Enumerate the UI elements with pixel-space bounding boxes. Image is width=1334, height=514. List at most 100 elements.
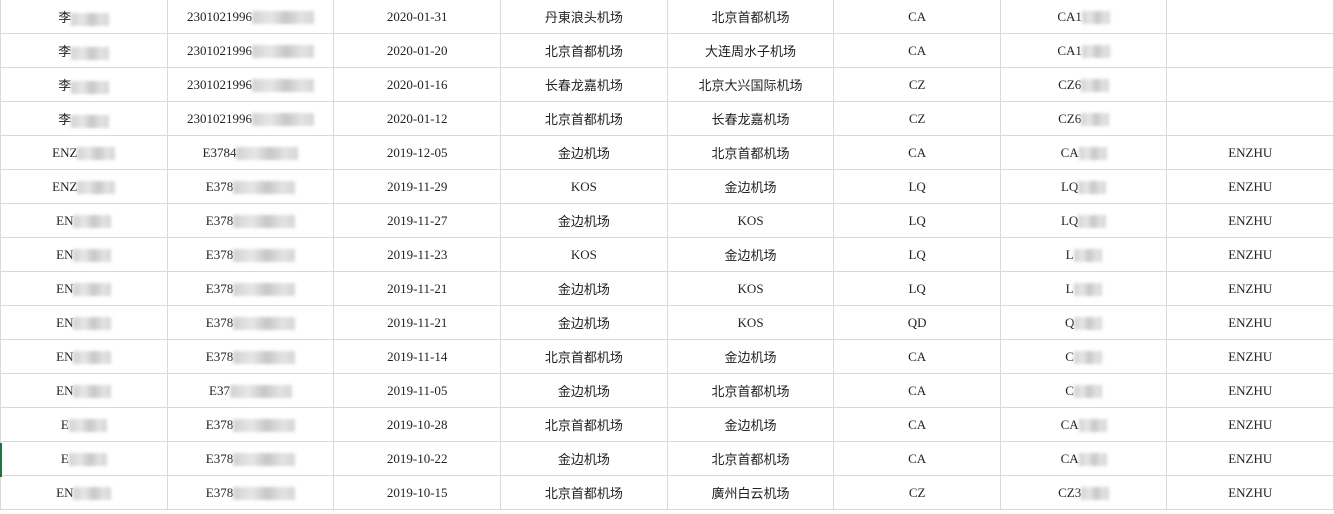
cell-to[interactable]: 金边机场: [666, 339, 835, 374]
cell-id[interactable]: E378: [166, 237, 335, 272]
cell-id[interactable]: E378: [166, 407, 335, 442]
cell-pax[interactable]: [1166, 67, 1334, 102]
cell-to[interactable]: 北京首都机场: [666, 0, 835, 34]
cell-name[interactable]: E: [0, 407, 168, 442]
cell-to[interactable]: 廣州白云机场: [666, 475, 835, 510]
cell-name[interactable]: EN: [0, 305, 168, 340]
cell-from[interactable]: 北京首都机场: [500, 339, 668, 374]
cell-pax[interactable]: ENZHU: [1166, 237, 1334, 272]
cell-name[interactable]: 李: [0, 67, 168, 102]
cell-flight[interactable]: CA1: [999, 33, 1168, 68]
cell-from[interactable]: 北京首都机场: [500, 407, 668, 442]
cell-pax[interactable]: ENZHU: [1166, 475, 1334, 510]
cell-date[interactable]: 2019-11-21: [333, 305, 502, 340]
cell-airline[interactable]: CZ: [833, 101, 1001, 136]
cell-from[interactable]: 长春龙嘉机场: [500, 67, 668, 102]
cell-id[interactable]: E378: [166, 169, 335, 204]
cell-airline[interactable]: CZ: [833, 475, 1001, 510]
cell-from[interactable]: KOS: [500, 237, 668, 272]
cell-flight[interactable]: CA1: [999, 0, 1168, 34]
cell-from[interactable]: 北京首都机场: [500, 33, 668, 68]
cell-flight[interactable]: LQ: [999, 169, 1168, 204]
cell-airline[interactable]: CZ: [833, 67, 1001, 102]
cell-flight[interactable]: CZ3: [999, 475, 1168, 510]
cell-id[interactable]: E378: [166, 203, 335, 238]
cell-airline[interactable]: LQ: [833, 169, 1001, 204]
cell-id[interactable]: 2301021996: [166, 0, 335, 34]
cell-airline[interactable]: CA: [833, 373, 1001, 408]
cell-id[interactable]: E378: [166, 305, 335, 340]
cell-airline[interactable]: CA: [833, 407, 1001, 442]
cell-date[interactable]: 2019-11-14: [333, 339, 502, 374]
cell-pax[interactable]: ENZHU: [1166, 373, 1334, 408]
cell-name[interactable]: EN: [0, 339, 168, 374]
cell-pax[interactable]: ENZHU: [1166, 169, 1334, 204]
cell-airline[interactable]: CA: [833, 339, 1001, 374]
cell-name[interactable]: ENZ: [0, 169, 168, 204]
cell-id[interactable]: 2301021996: [166, 101, 335, 136]
cell-airline[interactable]: CA: [833, 135, 1001, 170]
cell-date[interactable]: 2020-01-16: [333, 67, 502, 102]
cell-name[interactable]: EN: [0, 237, 168, 272]
cell-name[interactable]: ENZ: [0, 135, 168, 170]
cell-pax[interactable]: [1166, 0, 1334, 34]
cell-pax[interactable]: ENZHU: [1166, 339, 1334, 374]
cell-flight[interactable]: Q: [999, 305, 1168, 340]
cell-date[interactable]: 2019-11-23: [333, 237, 502, 272]
cell-to[interactable]: 金边机场: [666, 407, 835, 442]
cell-id[interactable]: 2301021996: [166, 67, 335, 102]
cell-from[interactable]: 北京首都机场: [500, 101, 668, 136]
cell-flight[interactable]: CZ6: [999, 101, 1168, 136]
cell-airline[interactable]: CA: [833, 33, 1001, 68]
cell-date[interactable]: 2019-10-22: [333, 441, 502, 476]
cell-date[interactable]: 2019-10-15: [333, 475, 502, 510]
cell-flight[interactable]: L: [999, 271, 1168, 306]
cell-name[interactable]: EN: [0, 203, 168, 238]
cell-to[interactable]: 北京首都机场: [666, 441, 835, 476]
cell-flight[interactable]: C: [999, 373, 1168, 408]
cell-name[interactable]: EN: [0, 373, 168, 408]
cell-to[interactable]: KOS: [666, 305, 835, 340]
cell-from[interactable]: KOS: [500, 169, 668, 204]
cell-pax[interactable]: ENZHU: [1166, 305, 1334, 340]
cell-from[interactable]: 丹東浪头机场: [500, 0, 668, 34]
cell-to[interactable]: 金边机场: [666, 237, 835, 272]
cell-to[interactable]: KOS: [666, 203, 835, 238]
cell-name[interactable]: EN: [0, 475, 168, 510]
cell-date[interactable]: 2020-01-31: [333, 0, 502, 34]
cell-flight[interactable]: CA: [999, 135, 1168, 170]
cell-airline[interactable]: CA: [833, 0, 1001, 34]
cell-date[interactable]: 2019-11-29: [333, 169, 502, 204]
cell-date[interactable]: 2019-10-28: [333, 407, 502, 442]
cell-airline[interactable]: LQ: [833, 237, 1001, 272]
cell-flight[interactable]: CZ6: [999, 67, 1168, 102]
cell-from[interactable]: 金边机场: [500, 203, 668, 238]
cell-pax[interactable]: [1166, 101, 1334, 136]
cell-flight[interactable]: LQ: [999, 203, 1168, 238]
cell-to[interactable]: KOS: [666, 271, 835, 306]
cell-date[interactable]: 2020-01-12: [333, 101, 502, 136]
cell-pax[interactable]: ENZHU: [1166, 441, 1334, 476]
cell-name[interactable]: 李: [0, 0, 168, 34]
cell-flight[interactable]: L: [999, 237, 1168, 272]
cell-airline[interactable]: LQ: [833, 203, 1001, 238]
cell-from[interactable]: 金边机场: [500, 305, 668, 340]
cell-from[interactable]: 金边机场: [500, 441, 668, 476]
cell-id[interactable]: E378: [166, 339, 335, 374]
cell-airline[interactable]: CA: [833, 441, 1001, 476]
cell-to[interactable]: 长春龙嘉机场: [666, 101, 835, 136]
cell-airline[interactable]: LQ: [833, 271, 1001, 306]
cell-id[interactable]: E37: [166, 373, 335, 408]
cell-to[interactable]: 北京首都机场: [666, 373, 835, 408]
cell-from[interactable]: 金边机场: [500, 135, 668, 170]
cell-from[interactable]: 金边机场: [500, 373, 668, 408]
cell-flight[interactable]: CA: [999, 407, 1168, 442]
cell-id[interactable]: 2301021996: [166, 33, 335, 68]
cell-flight[interactable]: C: [999, 339, 1168, 374]
cell-pax[interactable]: ENZHU: [1166, 271, 1334, 306]
cell-pax[interactable]: ENZHU: [1166, 135, 1334, 170]
cell-flight[interactable]: CA: [999, 441, 1168, 476]
cell-date[interactable]: 2019-11-21: [333, 271, 502, 306]
cell-id[interactable]: E3784: [166, 135, 335, 170]
cell-pax[interactable]: [1166, 33, 1334, 68]
